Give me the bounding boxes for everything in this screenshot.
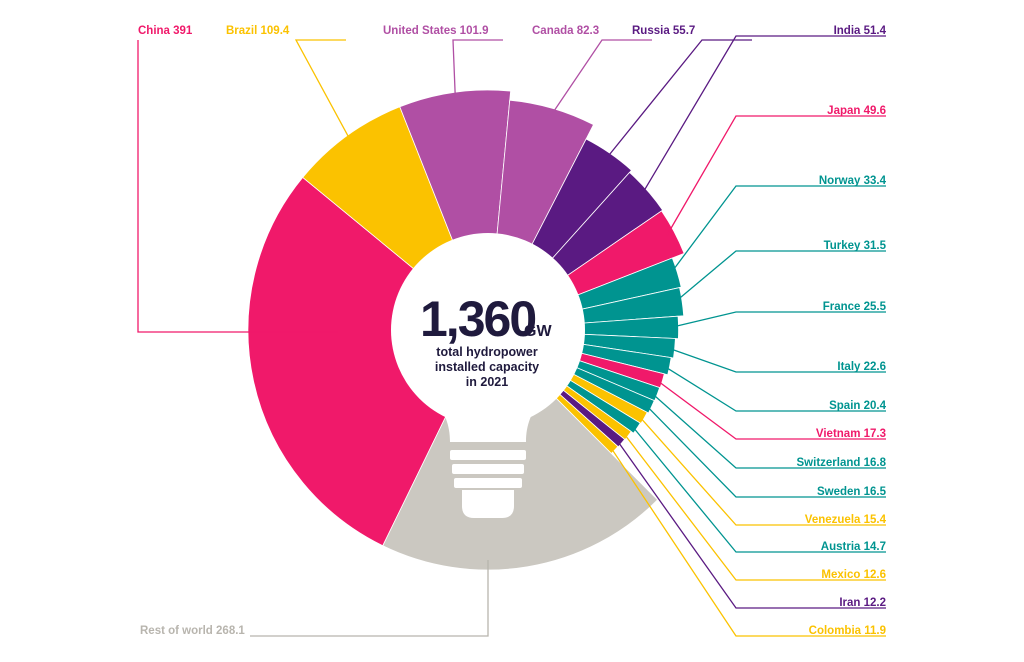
label-italy: Italy 22.6 — [837, 361, 886, 373]
label-united-states: United States 101.9 — [383, 25, 488, 37]
leader-line-vietnam — [654, 378, 886, 440]
label-sweden: Sweden 16.5 — [817, 486, 887, 498]
leader-line-mexico — [621, 430, 886, 581]
label-switzerland: Switzerland 16.8 — [797, 457, 887, 469]
leader-line-colombia — [608, 444, 886, 637]
slice-china — [247, 176, 489, 547]
label-venezuela: Venezuela 15.4 — [805, 514, 887, 526]
label-brazil: Brazil 109.4 — [226, 25, 290, 37]
leader-line-france — [670, 311, 886, 329]
label-turkey: Turkey 31.5 — [824, 240, 887, 252]
label-austria: Austria 14.7 — [821, 541, 886, 553]
leader-line-iran — [614, 437, 886, 609]
center-subtitle-line1: total hydropower — [436, 345, 538, 359]
leader-line-turkey — [673, 250, 886, 304]
center-subtitle-line2: installed capacity — [435, 360, 539, 374]
slice-rest-of-world — [382, 329, 659, 571]
leader-lines-group — [137, 35, 886, 637]
label-france: France 25.5 — [823, 301, 887, 313]
leader-line-italy — [666, 346, 886, 373]
leader-line-norway — [669, 185, 886, 276]
center-total-unit: GW — [524, 323, 552, 340]
leader-line-russia — [604, 39, 752, 161]
leader-line-canada — [550, 39, 652, 117]
leader-line-united-states — [452, 39, 503, 101]
label-rest-of-world: Rest of world 268.1 — [140, 625, 245, 637]
label-iran: Iran 12.2 — [839, 597, 886, 609]
label-spain: Spain 20.4 — [829, 400, 886, 412]
leader-line-venezuela — [636, 413, 886, 526]
label-vietnam: Vietnam 17.3 — [816, 428, 886, 440]
leader-line-sweden — [643, 403, 886, 498]
label-mexico: Mexico 12.6 — [821, 569, 886, 581]
label-india: India 51.4 — [834, 25, 887, 37]
label-japan: Japan 49.6 — [827, 105, 886, 117]
leader-line-rest-of-world — [250, 560, 489, 637]
label-canada: Canada 82.3 — [532, 25, 599, 37]
leader-line-japan — [666, 115, 886, 236]
label-china: China 391 — [138, 25, 193, 37]
center-subtitle-line3: in 2021 — [466, 375, 508, 389]
leader-line-india — [640, 35, 886, 196]
label-russia: Russia 55.7 — [632, 25, 695, 37]
label-colombia: Colombia 11.9 — [809, 625, 886, 637]
leader-line-brazil — [294, 39, 353, 143]
leader-line-austria — [629, 423, 886, 553]
leader-line-china — [137, 40, 338, 333]
leader-line-spain — [661, 364, 886, 412]
center-total: 1,360 GW total hydropower installed capa… — [420, 291, 552, 389]
labels-group: China 391 Brazil 109.4 United States 101.9… — [138, 25, 887, 637]
label-norway: Norway 33.4 — [819, 175, 887, 187]
lightbulb-icon — [391, 233, 585, 518]
leader-line-switzerland — [649, 390, 886, 469]
center-total-value: 1,360 — [420, 291, 535, 347]
